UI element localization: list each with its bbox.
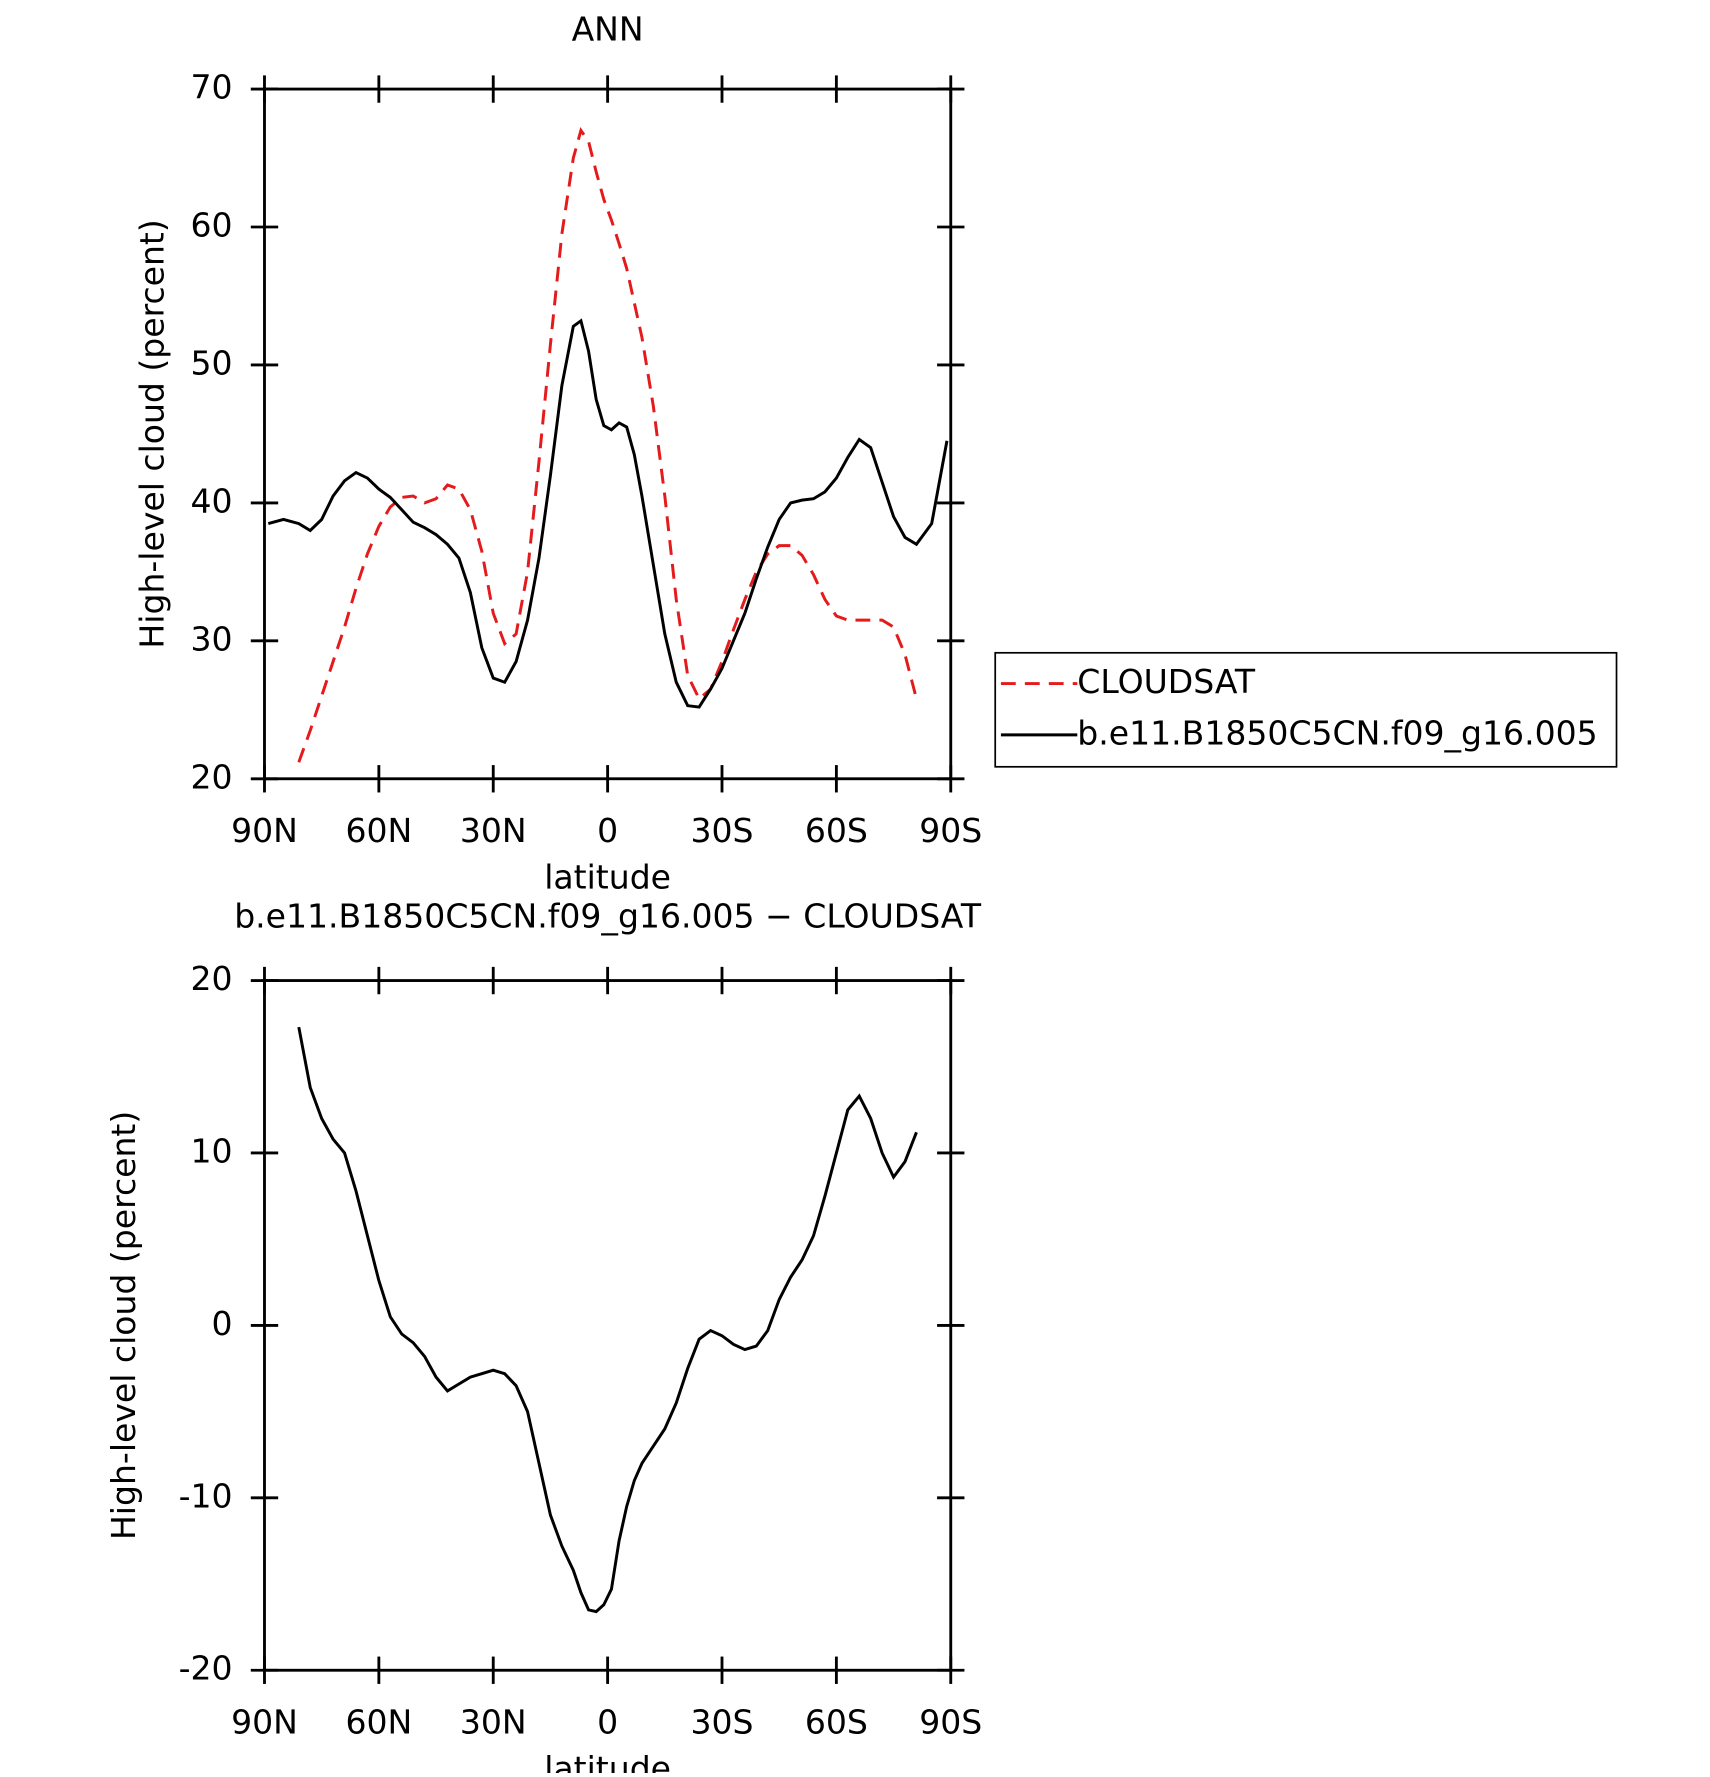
x-tick-label: 30N [460, 811, 527, 850]
y-tick-label: 70 [190, 68, 232, 107]
y-tick-label: 10 [190, 1131, 232, 1170]
y-tick-label: 50 [190, 343, 232, 382]
y-tick-label: 0 [212, 1304, 233, 1343]
data-line [297, 1026, 918, 1614]
x-tick-label: 60S [805, 811, 868, 850]
y-tick-label: 60 [190, 206, 232, 245]
plot-frame [263, 979, 953, 1672]
x-tick-label: 90S [919, 811, 982, 850]
x-tick-label: 0 [597, 1702, 618, 1741]
legend-label: CLOUDSAT [1077, 662, 1256, 701]
x-tick-label: 30S [690, 1702, 753, 1741]
plot-frame [263, 87, 953, 781]
data-line [267, 318, 949, 709]
legend-box [994, 651, 1618, 768]
legend-label: b.e11.B1850C5CN.f09_g16.005 [1077, 713, 1597, 752]
x-tick-label: 60N [345, 811, 412, 850]
chart-title: b.e11.B1850C5CN.f09_g16.005 − CLOUDSAT [234, 896, 982, 935]
y-axis-label: High-level cloud (percent) [104, 1111, 143, 1540]
y-tick-label: 20 [190, 757, 232, 796]
x-tick-label: 30N [460, 1702, 527, 1741]
data-line [297, 127, 918, 763]
x-tick-label: 60N [345, 1702, 412, 1741]
x-tick-label: 90N [231, 1702, 298, 1741]
x-tick-label: 90S [919, 1702, 982, 1741]
y-tick-label: 40 [190, 481, 232, 520]
chart-title: ANN [572, 9, 644, 48]
x-tick-label: 0 [597, 811, 618, 850]
y-tick-label: 30 [190, 619, 232, 658]
x-tick-label: 90N [231, 811, 298, 850]
x-tick-label: 30S [690, 811, 753, 850]
y-tick-label: 20 [190, 959, 232, 998]
y-axis-label: High-level cloud (percent) [132, 219, 171, 648]
y-tick-label: -10 [179, 1476, 233, 1515]
x-axis-label: latitude [544, 858, 671, 897]
y-tick-label: -20 [179, 1649, 233, 1688]
x-axis-label: latitude [544, 1749, 671, 1773]
x-tick-label: 60S [805, 1702, 868, 1741]
